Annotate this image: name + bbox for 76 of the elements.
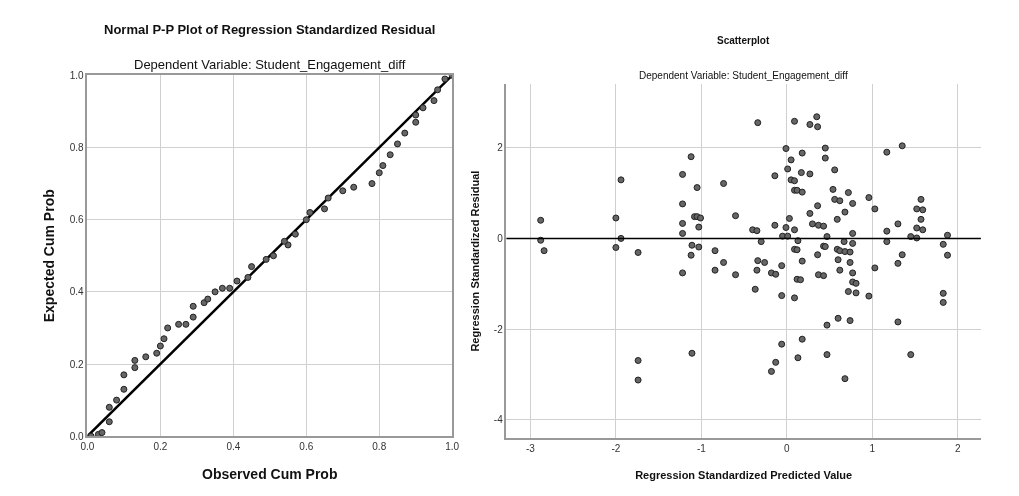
x-tick-label: 0.2	[153, 440, 168, 452]
point	[419, 104, 427, 112]
x-tick-label: 1	[869, 442, 876, 454]
point	[131, 356, 139, 364]
point	[218, 284, 226, 292]
point	[160, 335, 168, 343]
point	[441, 75, 449, 83]
point	[350, 183, 358, 191]
point	[393, 140, 401, 148]
point	[262, 255, 270, 263]
x-tick-label: 0.6	[299, 440, 314, 452]
point	[156, 342, 164, 350]
chart-title: Normal P-P Plot of Regression Standardized Residual	[104, 22, 436, 37]
point	[120, 385, 128, 393]
point	[105, 418, 113, 426]
point	[182, 320, 190, 328]
x-tick-label: 0.4	[226, 440, 241, 452]
y-tick-label: 0.6	[69, 214, 85, 226]
point	[131, 364, 139, 372]
point	[164, 324, 172, 332]
point	[211, 288, 219, 296]
point	[248, 263, 256, 271]
x-axis-title: Regression Standardized Predicted Value	[635, 468, 853, 481]
point	[386, 151, 394, 159]
point	[113, 396, 121, 404]
point	[142, 353, 150, 361]
y-tick-label: 0.0	[69, 430, 85, 442]
point	[430, 97, 438, 105]
x-tick-label: 0	[784, 442, 791, 454]
point	[269, 252, 277, 260]
point	[412, 111, 420, 119]
point	[233, 277, 241, 285]
point	[120, 371, 128, 379]
y-tick-label: -2	[493, 323, 504, 335]
x-tick-label: -1	[696, 442, 707, 454]
point	[368, 180, 376, 188]
point	[324, 194, 332, 202]
chart-subtitle: Dependent Variable: Student_Engagement_diff	[134, 57, 406, 72]
point	[189, 302, 197, 310]
y-tick-label: 0	[497, 232, 504, 244]
y-tick-label: -4	[493, 414, 504, 426]
chart-title: Scatterplot	[717, 35, 770, 46]
x-tick-label: 0.8	[372, 440, 387, 452]
point	[306, 208, 314, 216]
point	[280, 237, 288, 245]
y-axis-title: Regression Standardized Residual	[468, 170, 481, 352]
y-tick-label: 0.8	[69, 142, 85, 154]
point	[153, 349, 161, 357]
point	[226, 284, 234, 292]
y-tick-label: 2	[497, 142, 504, 154]
x-axis-title: Observed Cum Prob	[202, 465, 338, 482]
x-tick-label: -3	[525, 442, 536, 454]
point	[321, 205, 329, 213]
x-tick-label: 2	[954, 442, 961, 454]
y-tick-label: 0.2	[69, 358, 85, 370]
point	[434, 86, 442, 94]
chart-subtitle: Dependent Variable: Student_Engagement_diff	[639, 70, 848, 81]
point	[98, 429, 106, 437]
point	[339, 187, 347, 195]
point	[302, 216, 310, 224]
point	[244, 273, 252, 281]
point	[189, 313, 197, 321]
y-tick-label: 1.0	[69, 69, 85, 81]
x-tick-label: 0.0	[80, 440, 95, 452]
point	[175, 320, 183, 328]
point	[412, 118, 420, 126]
point	[401, 129, 409, 137]
x-tick-label: -2	[611, 442, 621, 454]
point	[105, 403, 113, 411]
y-axis-title: Expected Cum Prob	[40, 189, 57, 323]
point	[379, 162, 387, 170]
x-tick-label: 1.0	[445, 440, 460, 452]
point	[291, 230, 299, 238]
point	[375, 169, 383, 177]
point	[204, 295, 212, 303]
y-tick-label: 0.4	[69, 286, 85, 298]
